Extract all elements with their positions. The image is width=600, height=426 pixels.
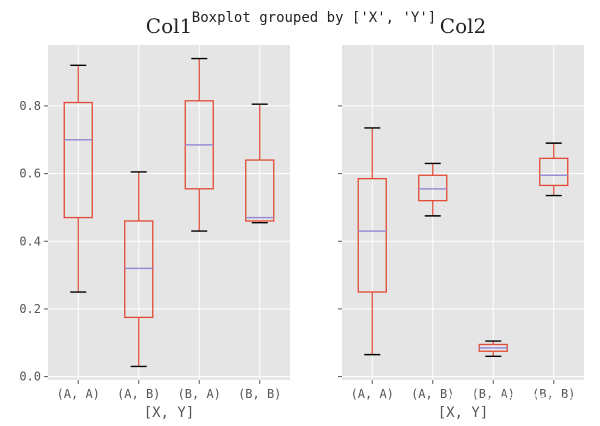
iqr-box [539,157,569,187]
watermark-text: 知乎 @NicePython [447,391,585,409]
box-4 [539,142,569,197]
iqr-box [63,101,93,219]
box-2 [418,162,448,217]
x-tick-label: (A, A) [57,387,100,401]
x-tick-label: (B, B) [238,387,281,401]
y-tick-label: 0.6 [19,167,41,181]
box-1 [357,127,387,356]
box-3 [478,340,508,358]
iqr-box [418,174,448,202]
box-3 [184,57,214,232]
iqr-box [124,220,154,319]
iqr-box [245,159,275,222]
x-tick-label: (B, B) [532,387,575,401]
y-tick-label: 0.4 [19,234,41,248]
y-tick-label: 0.8 [19,99,41,113]
subplot-col1: 0.0 0.2 0.4 0.6 0.8 (A, A) (A, B) (B, A) (B, B) C… [19,14,290,421]
x-axis-label: [X, Y] [144,405,195,421]
box-4 [245,103,275,224]
plot-background [48,45,290,380]
x-tick-label: (A, B) [411,387,454,401]
iqr-box [357,178,387,293]
x-tick-label: (A, B) [117,387,160,401]
plot-background [342,45,584,380]
x-tick-label: (B, A) [472,387,515,401]
y-tick-label: 0.2 [19,302,41,316]
subplot-title: Col1 [146,14,192,38]
subplot-title: Col2 [440,14,486,38]
box-1 [63,64,93,293]
figure-suptitle: Boxplot grouped by ['X', 'Y'] [192,10,436,26]
box-2 [124,171,154,368]
subplot-col2: (A, A) (A, B) (B, A) (B, B) Col2 [X, Y] [338,14,584,421]
x-tick-label: (A, A) [351,387,394,401]
x-tick-label: (B, A) [178,387,221,401]
y-tick-label: 0.0 [19,370,41,384]
x-axis-label: [X, Y] [438,405,489,421]
